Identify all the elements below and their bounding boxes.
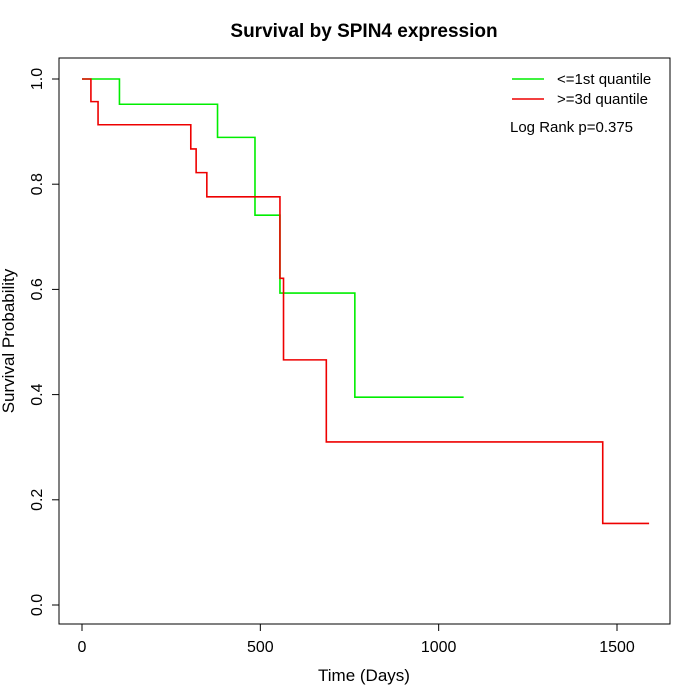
- x-axis: 0 500 1000 1500: [78, 623, 635, 656]
- y-tick-label: 0.6: [29, 278, 46, 300]
- legend: <=1st quantile >=3d quantile: [512, 71, 651, 108]
- x-tick-label: 1500: [599, 639, 635, 656]
- x-axis-label: Time (Days): [318, 666, 410, 685]
- series-layer: [82, 78, 650, 525]
- legend-label-1: <=1st quantile: [557, 71, 651, 88]
- x-tick-label: 500: [247, 639, 274, 656]
- y-tick-label: 0.2: [29, 489, 46, 511]
- y-axis: 0.0 0.2 0.4 0.6 0.8 1.0: [29, 68, 60, 616]
- chart-title: Survival by SPIN4 expression: [230, 21, 497, 42]
- y-tick-label: 0.4: [29, 383, 46, 405]
- series-line-2: [82, 78, 650, 525]
- log-rank-annotation: Log Rank p=0.375: [510, 119, 633, 136]
- series-line-1: [82, 78, 464, 399]
- x-tick-label: 0: [78, 639, 87, 656]
- y-axis-label: Survival Probability: [0, 268, 18, 413]
- plot-frame: [58, 57, 671, 625]
- y-tick-label: 0.8: [29, 173, 46, 195]
- legend-label-2: >=3d quantile: [557, 91, 648, 108]
- y-tick-label: 0.0: [29, 594, 46, 616]
- x-tick-label: 1000: [421, 639, 457, 656]
- y-tick-label: 1.0: [29, 68, 46, 90]
